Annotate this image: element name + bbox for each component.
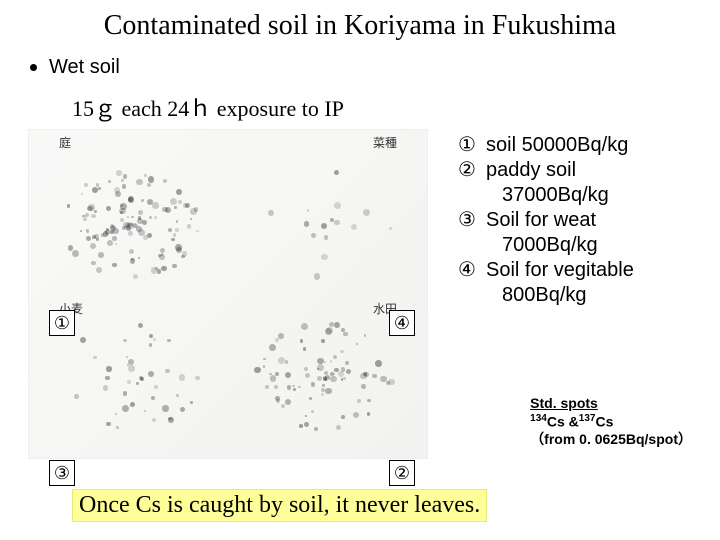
circle-label-4: ④ (389, 310, 415, 336)
legend-text-3a: Soil for weat (486, 208, 596, 233)
legend-text-2a: paddy soil (486, 158, 576, 183)
legend-item-4: ④ Soil for vegitable (458, 258, 634, 283)
legend-text-4b: 800Bq/kg (502, 283, 634, 308)
std-line2: 134Cs &137Cs (530, 413, 692, 431)
legend-text-3b: 7000Bq/kg (502, 233, 634, 258)
sample-2-spots (239, 300, 409, 440)
bullet-icon (30, 64, 37, 71)
autoradiograph-figure: 庭 菜種 小麦 水田 ① ④ ③ ② (28, 129, 428, 459)
legend-text-2b: 37000Bq/kg (502, 183, 634, 208)
circle-label-3: ③ (49, 460, 75, 486)
legend-item-3: ③ Soil for weat (458, 208, 634, 233)
std-line1: Std. spots (530, 395, 692, 413)
footer-highlight: Once Cs is caught by soil, it never leav… (72, 489, 487, 522)
exposure-text: 15ｇ each 24ｈ exposure to IP (72, 91, 720, 123)
std-end: Cs (595, 413, 613, 429)
std-line3: （from 0. 0625Bq/spot） (530, 431, 692, 449)
slide-title: Contaminated soil in Koriyama in Fukushi… (0, 0, 720, 42)
legend-item-1: ① soil 50000Bq/kg (458, 133, 634, 158)
circle-label-2: ② (389, 460, 415, 486)
std-mid: Cs & (547, 413, 579, 429)
legend-text-1: soil 50000Bq/kg (486, 133, 628, 158)
legend-num-1: ① (458, 133, 486, 158)
std-sup2: 137 (579, 413, 596, 424)
circle-label-1: ① (49, 310, 75, 336)
subtitle-text: Wet soil (49, 56, 120, 79)
std-sup1: 134 (530, 413, 547, 424)
legend-num-2: ② (458, 158, 486, 183)
legend-num-4: ④ (458, 258, 486, 283)
sample-4-spots (239, 148, 409, 288)
sample-1-spots (47, 148, 217, 288)
legend-num-3: ③ (458, 208, 486, 233)
std-spots-note: Std. spots 134Cs &137Cs （from 0. 0625Bq/… (530, 395, 692, 448)
legend-text-4a: Soil for vegitable (486, 258, 634, 283)
legend-item-2: ② paddy soil (458, 158, 634, 183)
subtitle-row: Wet soil (30, 56, 720, 79)
